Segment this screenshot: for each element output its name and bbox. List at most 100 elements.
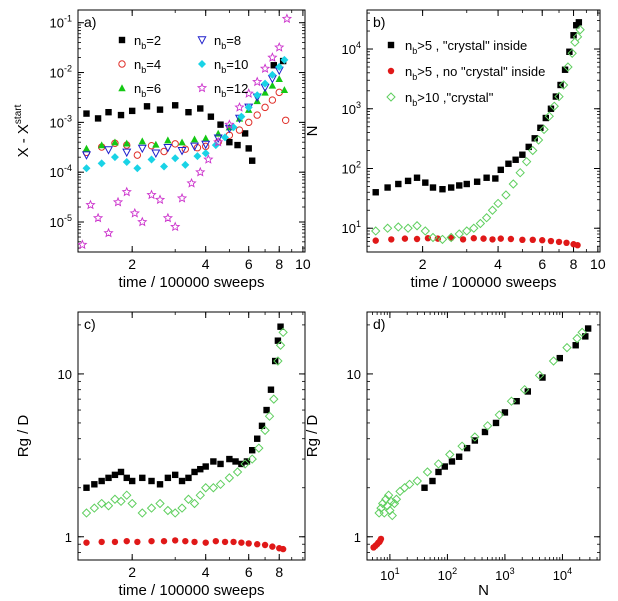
data-point	[146, 503, 157, 513]
data-point	[122, 490, 132, 500]
data-point	[447, 184, 455, 191]
data-point	[429, 184, 437, 191]
y-tick-label: 10-3	[50, 113, 72, 130]
data-point	[372, 237, 379, 244]
data-point	[404, 177, 412, 185]
data-point	[261, 541, 269, 549]
data-point	[445, 449, 455, 460]
data-point	[270, 62, 277, 69]
data-point	[459, 236, 467, 243]
data-point	[202, 463, 209, 470]
data-point	[213, 134, 223, 144]
data-point	[457, 441, 467, 451]
legend-label: nb>5 , no "crystal" inside	[405, 64, 545, 82]
data-point	[133, 151, 142, 159]
data-point	[563, 239, 570, 247]
data-point	[437, 234, 448, 245]
data-point	[123, 139, 131, 147]
data-point	[524, 388, 532, 395]
data-point	[123, 537, 130, 545]
series-5	[78, 13, 293, 250]
data-point	[494, 410, 505, 420]
data-point	[224, 119, 235, 129]
data-point	[456, 182, 463, 189]
panel-label: a)	[84, 14, 96, 30]
x-tick-label: 2	[128, 564, 136, 580]
data-point	[121, 186, 132, 197]
data-point	[253, 111, 261, 119]
data-point	[171, 140, 179, 148]
x-tick-label: 6	[245, 256, 253, 272]
data-point	[269, 394, 279, 404]
data-point	[97, 159, 106, 168]
data-point	[388, 236, 395, 243]
legend-label: nb>5 , "crystal" inside	[405, 38, 527, 56]
legend-marker	[387, 67, 395, 75]
legend-label: nb=12	[214, 81, 248, 99]
data-point	[268, 70, 277, 79]
data-point	[422, 467, 433, 477]
data-point	[528, 145, 538, 156]
data-point	[512, 156, 519, 163]
data-point	[178, 138, 186, 146]
data-point	[269, 543, 276, 550]
data-point	[575, 25, 585, 35]
legend-label: nb=8	[214, 33, 241, 51]
legend-label: nb>10 ,"crystal"	[405, 90, 494, 108]
data-point	[268, 96, 277, 104]
data-point	[264, 411, 275, 421]
data-point	[521, 156, 532, 167]
data-point	[572, 333, 582, 344]
data-point	[195, 490, 205, 500]
x-tick-label: 8	[275, 256, 283, 272]
data-point	[237, 112, 246, 121]
data-point	[83, 110, 90, 117]
data-point	[489, 236, 496, 243]
legend-label: nb=10	[214, 57, 248, 75]
data-point	[217, 460, 224, 468]
data-point	[273, 356, 283, 366]
data-point	[202, 539, 209, 546]
legend-marker	[197, 36, 207, 45]
data-point	[85, 199, 96, 210]
data-point	[122, 148, 132, 158]
y-tick-label: 10-5	[50, 213, 72, 230]
data-point	[185, 474, 192, 482]
data-point	[455, 453, 463, 460]
data-point	[214, 129, 222, 137]
plot-frame	[366, 311, 601, 561]
data-point	[178, 477, 186, 485]
data-point	[97, 141, 106, 149]
data-point	[572, 342, 579, 349]
data-point	[170, 508, 180, 518]
data-point	[139, 474, 146, 482]
data-point	[78, 239, 88, 250]
data-point	[475, 218, 486, 229]
x-tick-label: 8	[570, 256, 578, 272]
y-tick-label: 10-4	[50, 163, 72, 180]
data-point	[537, 124, 544, 131]
data-point	[519, 151, 526, 158]
data-point	[146, 189, 157, 200]
data-layer	[370, 325, 592, 551]
data-point	[181, 160, 190, 169]
series-1	[83, 537, 287, 553]
data-point	[134, 538, 141, 546]
data-point	[137, 508, 148, 518]
data-point	[384, 184, 391, 191]
series-0	[372, 19, 583, 196]
panel-d: 101 102 103 104 1 10 N Rg / D d)	[304, 311, 601, 599]
data-point	[584, 325, 592, 332]
data-point	[83, 539, 90, 546]
data-point	[371, 226, 381, 236]
data-point	[226, 138, 233, 146]
data-point	[387, 510, 397, 521]
data-point	[151, 149, 161, 158]
data-point	[111, 138, 119, 146]
data-point	[193, 152, 202, 161]
series-0	[83, 57, 287, 164]
data-point	[203, 154, 214, 164]
data-point	[480, 235, 487, 242]
data-point	[181, 145, 190, 153]
data-point	[160, 147, 168, 156]
